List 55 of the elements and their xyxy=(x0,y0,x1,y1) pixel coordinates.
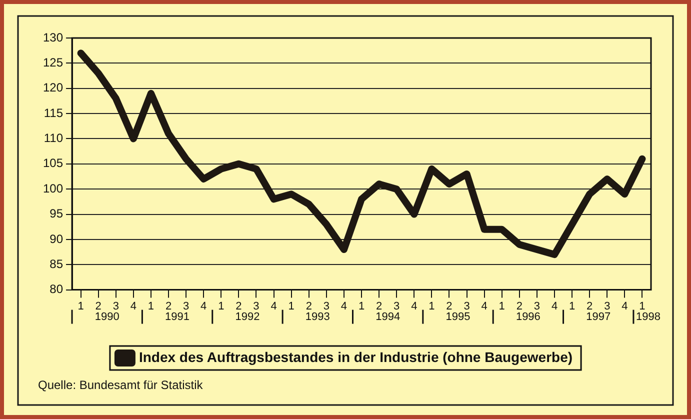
x-tick-label: 2 xyxy=(306,300,312,312)
x-tick-label: 1 xyxy=(428,300,435,312)
text: 1997 xyxy=(586,310,611,323)
x-tick-label: 4 xyxy=(340,300,348,312)
x-tick-label: 1 xyxy=(498,300,505,312)
x-tick-label: 1 xyxy=(148,300,154,312)
x-tick-label: 2 xyxy=(95,300,102,312)
y-tick-label: 105 xyxy=(42,156,64,170)
y-tick-label: 125 xyxy=(42,55,64,70)
y-tick-label: 130 xyxy=(42,30,64,44)
y-tick-label: 80 xyxy=(50,282,64,296)
y-tick-label: 120 xyxy=(42,80,64,95)
y-tick-label: 95 xyxy=(50,206,64,221)
x-tick-label: 2 xyxy=(446,300,452,312)
x-tick-label: 4 xyxy=(130,300,136,312)
text: 1994 xyxy=(376,310,400,323)
x-tick-label: 3 xyxy=(253,300,260,312)
x-tick-label: 2 xyxy=(165,300,172,312)
x-tick-label: 4 xyxy=(411,300,418,312)
text: 1998 xyxy=(636,310,660,323)
y-tick-label: 90 xyxy=(50,232,64,246)
x-tick-label: 3 xyxy=(112,300,119,312)
text: 1996 xyxy=(516,310,540,323)
x-tick-label: 4 xyxy=(622,300,628,312)
text: 1991 xyxy=(165,310,190,323)
x-tick-label: 4 xyxy=(270,300,277,312)
x-tick-label: 1 xyxy=(218,300,224,312)
x-tick-label: 1 xyxy=(288,300,294,312)
x-tick-label: 2 xyxy=(376,300,382,312)
x-tick-label: 2 xyxy=(516,300,522,312)
source-note: Quelle: Bundesamt für Statistik xyxy=(38,378,204,392)
text: 1993 xyxy=(305,310,330,323)
text: 1995 xyxy=(446,310,470,323)
x-tick-label: 4 xyxy=(551,300,558,312)
y-tick-label: 110 xyxy=(44,131,64,146)
x-tick-label: 1 xyxy=(358,300,365,312)
x-tick-label: 4 xyxy=(481,300,488,312)
text: 1990 xyxy=(94,310,120,323)
text: 1992 xyxy=(235,310,260,323)
x-tick-label: 3 xyxy=(323,300,330,312)
x-tick-label: 4 xyxy=(200,300,207,312)
x-tick-label: 2 xyxy=(586,300,593,312)
x-tick-label: 2 xyxy=(236,300,242,312)
x-tick-label: 3 xyxy=(534,300,540,312)
y-tick-label: 100 xyxy=(42,181,64,196)
y-tick-label: 85 xyxy=(50,256,64,271)
x-tick-label: 3 xyxy=(183,300,190,312)
legend-label: Index des Auftragsbestandes in der Industrie (ohne Baugewerbe) xyxy=(138,348,573,365)
x-tick-label: 1 xyxy=(568,300,576,312)
y-tick-label: 115 xyxy=(44,106,64,120)
x-tick-label: 3 xyxy=(394,300,400,312)
x-tick-label: 1 xyxy=(78,300,84,312)
x-tick-label: 3 xyxy=(604,300,610,312)
x-tick-label: 1 xyxy=(639,300,646,312)
x-tick-label: 3 xyxy=(464,300,470,312)
